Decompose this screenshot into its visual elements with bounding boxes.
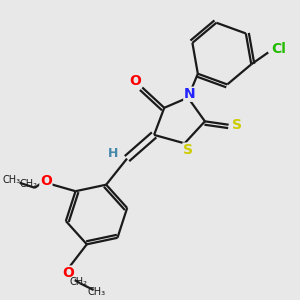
Text: N: N: [184, 87, 196, 101]
Text: CH₃: CH₃: [88, 287, 106, 297]
Text: O: O: [40, 174, 52, 188]
Text: O: O: [62, 266, 74, 280]
Text: CH₃: CH₃: [2, 175, 20, 185]
Text: CH₂: CH₂: [69, 278, 87, 287]
Text: H: H: [108, 147, 118, 160]
Text: O: O: [130, 74, 141, 88]
Text: Cl: Cl: [271, 42, 286, 56]
Text: CH₂: CH₂: [19, 179, 37, 189]
Text: S: S: [232, 118, 242, 132]
Text: S: S: [183, 143, 193, 157]
